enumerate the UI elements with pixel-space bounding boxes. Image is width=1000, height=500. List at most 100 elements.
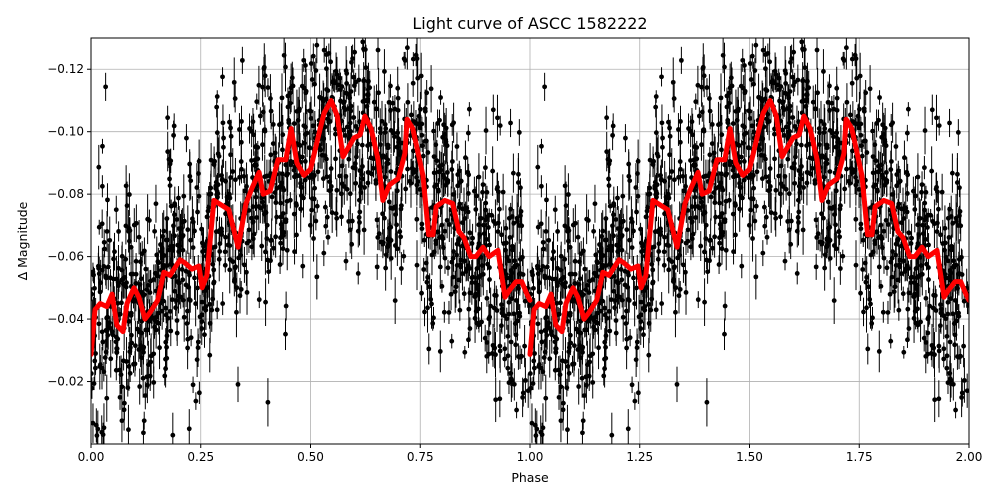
data-point [466, 163, 472, 186]
point-marker [274, 214, 280, 220]
data-point [145, 340, 151, 389]
point-marker [662, 234, 667, 240]
point-marker [416, 113, 422, 119]
data-point [802, 44, 808, 91]
point-marker [188, 237, 194, 243]
point-marker [791, 49, 797, 55]
data-point [699, 128, 704, 161]
point-marker [279, 95, 285, 101]
data-point [837, 252, 843, 285]
point-marker [930, 218, 936, 224]
point-marker [97, 289, 103, 295]
data-point [260, 128, 265, 161]
point-marker [753, 203, 759, 209]
point-marker [633, 185, 639, 190]
data-point [347, 173, 353, 215]
point-marker [397, 229, 403, 235]
data-point [577, 242, 582, 281]
data-point [268, 147, 274, 163]
point-marker [945, 215, 951, 221]
point-marker [821, 69, 826, 74]
point-marker [141, 430, 146, 436]
point-marker [831, 298, 837, 304]
point-marker [277, 262, 283, 267]
data-point [495, 214, 501, 249]
point-marker [750, 236, 755, 241]
data-point [492, 327, 498, 369]
data-point [759, 169, 765, 188]
point-marker [906, 230, 912, 236]
data-point [140, 358, 146, 398]
point-marker [827, 83, 832, 89]
point-marker [653, 307, 659, 313]
data-point [453, 265, 459, 308]
point-marker [674, 381, 680, 387]
data-point [123, 207, 129, 245]
data-point [185, 297, 190, 325]
point-marker [712, 200, 718, 206]
point-marker [505, 333, 511, 339]
data-point [343, 164, 349, 189]
data-point [926, 307, 932, 327]
point-marker [847, 180, 853, 186]
point-marker [843, 45, 849, 51]
point-marker [170, 432, 176, 438]
point-marker [565, 192, 571, 197]
point-marker [471, 188, 477, 194]
point-marker [577, 259, 582, 265]
data-point [241, 169, 247, 183]
point-marker [551, 249, 556, 255]
point-marker [518, 185, 523, 191]
data-point [874, 178, 880, 202]
point-marker [301, 123, 307, 129]
data-point [777, 173, 783, 214]
point-marker [185, 227, 191, 233]
point-marker [562, 183, 568, 189]
point-marker [256, 297, 262, 303]
point-marker [584, 362, 590, 368]
data-point [695, 291, 701, 309]
data-point [678, 46, 684, 74]
data-point [382, 49, 387, 94]
point-marker [408, 112, 414, 118]
point-marker [794, 271, 800, 276]
data-point [565, 173, 571, 216]
data-point [247, 113, 252, 144]
data-point [680, 169, 686, 183]
point-marker [727, 162, 733, 168]
data-point [214, 300, 220, 320]
point-marker [483, 128, 489, 133]
data-point [390, 191, 396, 226]
data-point [837, 228, 843, 246]
point-marker [536, 289, 542, 295]
data-point [194, 163, 200, 212]
data-point [949, 234, 954, 259]
point-marker [333, 68, 339, 74]
point-marker [522, 343, 528, 349]
point-marker [363, 65, 369, 71]
point-marker [759, 176, 765, 182]
point-marker [950, 381, 956, 387]
data-point [810, 85, 816, 119]
x-axis-label: Phase [511, 470, 549, 485]
point-marker [712, 234, 718, 240]
data-point [740, 112, 746, 139]
data-point [957, 178, 962, 198]
point-marker [510, 243, 515, 249]
point-marker [890, 249, 895, 254]
point-marker [707, 152, 713, 158]
data-point [772, 52, 778, 90]
point-marker [288, 85, 294, 91]
point-marker [382, 69, 387, 74]
data-point [560, 351, 565, 371]
data-point [435, 109, 440, 138]
point-marker [172, 288, 178, 294]
point-marker [941, 346, 947, 352]
data-point [343, 251, 349, 271]
data-point [915, 153, 921, 201]
point-marker [410, 56, 416, 62]
point-marker [837, 266, 843, 271]
point-marker [858, 221, 864, 227]
point-marker [208, 191, 214, 197]
point-marker [819, 211, 824, 217]
